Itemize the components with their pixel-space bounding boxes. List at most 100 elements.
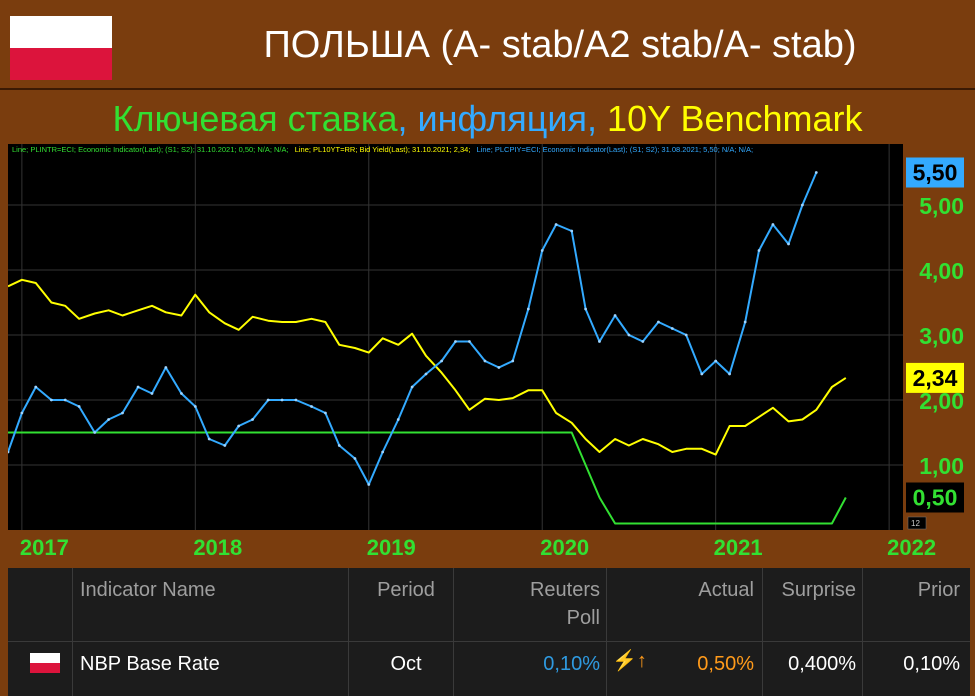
header-reuters-poll-line1: Reuters bbox=[529, 579, 600, 601]
data-point bbox=[107, 418, 111, 421]
header-indicator-name: Indicator Name bbox=[80, 579, 216, 601]
grid bbox=[8, 144, 903, 530]
data-point bbox=[367, 483, 371, 486]
series-group bbox=[8, 171, 847, 525]
x-tick-label: 2019 bbox=[367, 535, 416, 560]
data-point bbox=[337, 444, 341, 447]
data-point bbox=[280, 398, 284, 402]
header-period: Period bbox=[377, 579, 435, 601]
data-point bbox=[657, 320, 660, 324]
data-point bbox=[598, 340, 601, 343]
header-reuters-poll: Reuters Poll bbox=[458, 576, 600, 632]
column-divider bbox=[862, 568, 863, 696]
header: ПОЛЬША (A- stab/A2 stab/A- stab) bbox=[0, 0, 975, 88]
data-point bbox=[8, 450, 10, 454]
data-point bbox=[310, 405, 313, 408]
data-point bbox=[467, 340, 471, 343]
data-point bbox=[613, 314, 617, 317]
data-point bbox=[814, 171, 818, 174]
column-divider bbox=[762, 568, 763, 696]
subtitle-separator: , bbox=[587, 98, 608, 139]
last-value-box-inflation bbox=[906, 157, 964, 188]
data-point bbox=[714, 359, 718, 363]
data-point bbox=[136, 385, 140, 389]
series-line-benchmark bbox=[8, 278, 847, 456]
data-point bbox=[743, 320, 747, 324]
row-reuters-poll: 0,10% bbox=[543, 653, 600, 675]
poland-flag-icon bbox=[30, 653, 60, 673]
y-axis: 1,002,003,004,005,00 bbox=[919, 193, 964, 479]
data-point bbox=[497, 366, 501, 369]
column-divider bbox=[348, 568, 349, 696]
header-actual: Actual bbox=[698, 579, 754, 601]
data-point bbox=[570, 229, 574, 233]
data-point bbox=[324, 411, 327, 415]
data-point bbox=[771, 223, 775, 226]
x-axis: 2017 2018 2019 2020 2021 2022 bbox=[20, 535, 936, 560]
header-prior: Prior bbox=[917, 579, 960, 601]
column-divider bbox=[453, 568, 454, 696]
line-chart: Line; PLINTR=ECI; Economic Indicator(Las… bbox=[8, 144, 970, 564]
data-point bbox=[483, 359, 487, 363]
y-tick-label: 4,00 bbox=[919, 258, 964, 284]
data-point bbox=[237, 424, 241, 428]
header-divider bbox=[0, 88, 975, 90]
axis-note: 12 bbox=[911, 519, 920, 528]
x-tick-label: 2022 bbox=[887, 535, 936, 560]
row-indicator-name: NBP Base Rate bbox=[80, 653, 220, 675]
axis-note-box bbox=[907, 516, 927, 530]
data-point bbox=[526, 307, 530, 311]
legend-benchmark: Line; PL10YT=RR; Bid Yield(Last); 31.10.… bbox=[295, 145, 471, 154]
data-point bbox=[728, 372, 731, 376]
data-point bbox=[670, 327, 674, 330]
data-point bbox=[800, 203, 804, 207]
header-surprise: Surprise bbox=[781, 579, 856, 601]
data-point bbox=[266, 398, 270, 402]
y-tick-label: 5,00 bbox=[919, 193, 964, 219]
data-point bbox=[294, 398, 298, 402]
last-value-key-rate: 0,50 bbox=[913, 485, 958, 511]
data-point bbox=[180, 392, 183, 395]
data-point bbox=[440, 359, 444, 363]
data-point bbox=[34, 385, 38, 389]
data-point bbox=[77, 405, 81, 408]
legend-key-rate: Line; PLINTR=ECI; Economic Indicator(Las… bbox=[12, 145, 289, 154]
plot-area bbox=[8, 144, 903, 530]
column-divider bbox=[72, 568, 73, 696]
data-point bbox=[381, 450, 385, 454]
data-point bbox=[121, 411, 124, 415]
poland-flag-icon bbox=[10, 16, 112, 80]
indicator-table: Indicator Name Period Reuters Poll Actua… bbox=[8, 568, 970, 696]
y-tick-label: 3,00 bbox=[919, 323, 964, 349]
series-line-key-rate bbox=[8, 431, 847, 525]
last-value-benchmark: 2,34 bbox=[913, 365, 958, 391]
data-point bbox=[223, 444, 227, 447]
data-point bbox=[757, 249, 761, 252]
data-point bbox=[193, 405, 197, 408]
x-tick-label: 2017 bbox=[20, 535, 69, 560]
data-point bbox=[207, 437, 211, 441]
row-period: Oct bbox=[390, 653, 422, 675]
data-point bbox=[641, 340, 645, 343]
data-point bbox=[424, 372, 428, 376]
header-reuters-poll-line2: Poll bbox=[566, 607, 600, 629]
row-actual: 0,50% bbox=[697, 653, 754, 675]
x-tick-label: 2020 bbox=[540, 535, 589, 560]
page-title: ПОЛЬША (A- stab/A2 stab/A- stab) bbox=[263, 24, 857, 66]
data-point bbox=[584, 307, 587, 311]
data-point bbox=[454, 340, 457, 343]
subtitle-inflation: инфляция bbox=[417, 98, 588, 139]
last-value-inflation: 5,50 bbox=[913, 160, 958, 186]
data-point bbox=[353, 457, 357, 460]
data-point bbox=[627, 333, 631, 337]
row-surprise: 0,400% bbox=[788, 653, 856, 675]
data-point bbox=[787, 242, 790, 246]
data-point bbox=[700, 372, 704, 376]
data-point bbox=[410, 385, 414, 389]
data-point bbox=[684, 333, 688, 337]
data-point bbox=[251, 418, 254, 421]
data-point bbox=[93, 431, 97, 434]
data-point bbox=[150, 392, 154, 395]
column-divider bbox=[606, 568, 607, 696]
legend-inflation: Line; PLCPIY=ECI; Economic Indicator(Las… bbox=[477, 145, 754, 154]
